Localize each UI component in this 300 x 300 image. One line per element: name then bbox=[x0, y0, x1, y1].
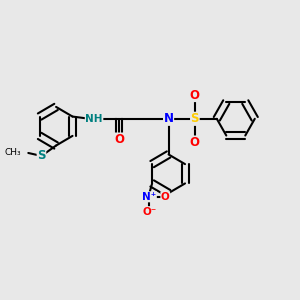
Text: NH: NH bbox=[85, 114, 103, 124]
Text: O: O bbox=[190, 136, 200, 149]
Text: O: O bbox=[114, 133, 124, 146]
Text: N: N bbox=[164, 112, 174, 125]
Text: O: O bbox=[161, 192, 170, 202]
Text: S: S bbox=[37, 149, 46, 162]
Text: N⁺: N⁺ bbox=[142, 192, 156, 202]
Text: CH₃: CH₃ bbox=[4, 148, 21, 158]
Text: S: S bbox=[190, 112, 199, 125]
Text: O⁻: O⁻ bbox=[142, 207, 156, 217]
Text: O: O bbox=[190, 88, 200, 101]
